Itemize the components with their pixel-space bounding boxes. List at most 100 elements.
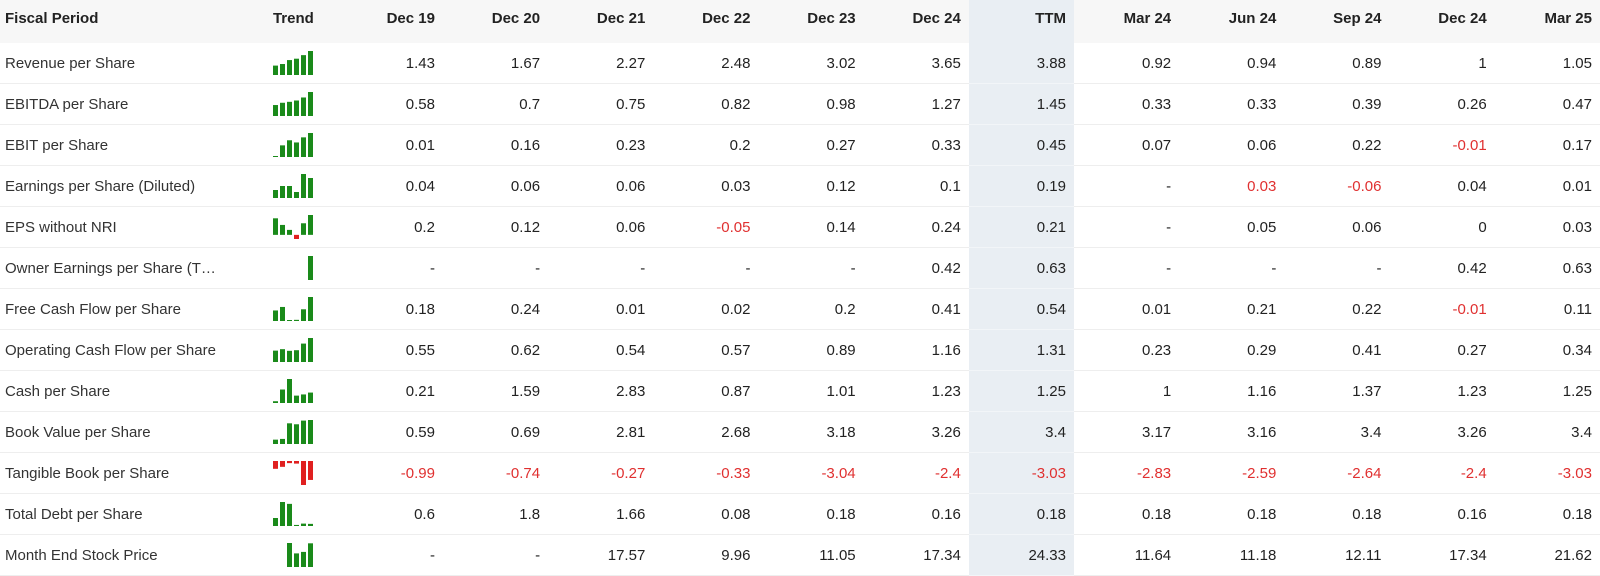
value-cell: - [1284,247,1390,289]
sparkline-bar [293,142,299,157]
value-cell: 3.26 [863,411,969,453]
trend-sparkline-cell[interactable] [264,370,338,412]
header-dec-22[interactable]: Dec 22 [653,0,759,43]
trend-sparkline-cell[interactable] [264,165,338,207]
value-cell: 0.2 [653,124,759,166]
value-cell: 17.57 [548,534,654,576]
value-cell: 0.59 [337,411,443,453]
value-cell: 0.42 [863,247,969,289]
row-label[interactable]: Tangible Book per Share [0,452,265,494]
header-ttm[interactable]: TTM [968,0,1074,43]
row-label[interactable]: Owner Earnings per Share (T… [0,247,265,289]
sparkline-bar [279,438,285,444]
sparkline-bar [279,389,285,403]
header-fiscal-period[interactable]: Fiscal Period [0,0,265,43]
row-label[interactable]: Earnings per Share (Diluted) [0,165,265,207]
header-dec-20[interactable]: Dec 20 [442,0,549,43]
row-label[interactable]: EBITDA per Share [0,83,265,125]
header-mar-24[interactable]: Mar 24 [1073,0,1180,43]
header-mar-25[interactable]: Mar 25 [1494,0,1600,43]
sparkline-bar [307,523,313,526]
row-label[interactable]: Revenue per Share [0,43,265,84]
value-cell: 0.03 [653,165,759,207]
sparkline-bar [272,310,278,321]
value-cell: 0.14 [758,206,864,248]
row-label[interactable]: Operating Cash Flow per Share [0,329,265,371]
trend-sparkline [272,461,313,485]
sparkline-bar [286,140,292,157]
trend-sparkline-cell[interactable] [264,124,338,166]
value-cell: - [337,247,443,289]
header-dec-24-annual[interactable]: Dec 24 [863,0,969,43]
ttm-value-cell: 0.45 [968,124,1074,166]
ttm-value-cell: 1.31 [968,329,1074,371]
sparkline-bar [300,55,306,75]
sparkline-bar [307,392,313,403]
value-cell: -0.99 [337,452,443,494]
value-cell: 0.16 [863,493,969,535]
value-cell: 0.03 [1494,206,1600,248]
trend-sparkline-cell[interactable] [264,288,338,330]
value-cell: -2.4 [1389,452,1495,494]
value-cell: 0.05 [1179,206,1285,248]
value-cell: 0.55 [337,329,443,371]
sparkline-bar [293,100,299,116]
row-label[interactable]: EPS without NRI [0,206,265,248]
value-cell: -2.59 [1179,452,1285,494]
value-cell: 1.66 [548,493,654,535]
value-cell: 0.92 [1073,43,1180,84]
trend-sparkline-cell[interactable] [264,43,338,84]
trend-sparkline-cell[interactable] [264,247,338,289]
value-cell: 0.01 [548,288,654,330]
sparkline-bar [272,461,278,469]
header-dec-24-quarter[interactable]: Dec 24 [1389,0,1495,43]
value-cell: 1.67 [442,43,549,84]
row-label[interactable]: Month End Stock Price [0,534,265,576]
trend-sparkline-cell[interactable] [264,534,338,576]
value-cell: - [1073,165,1180,207]
trend-sparkline-cell[interactable] [264,329,338,371]
sparkline-bar [286,379,292,403]
sparkline-bar [307,338,313,362]
table-row: EPS without NRI 0.2 0.12 0.06 -0.05 0.14 0.24 0… [0,206,1600,248]
row-label[interactable]: Total Debt per Share [0,493,265,535]
sparkline-bar [293,424,299,444]
value-cell: 3.02 [758,43,864,84]
trend-sparkline-cell[interactable] [264,493,338,535]
value-cell: 1.27 [863,83,969,125]
trend-sparkline-cell[interactable] [264,452,338,494]
row-label[interactable]: Free Cash Flow per Share [0,288,265,330]
value-cell: 3.16 [1179,411,1285,453]
trend-sparkline-cell[interactable] [264,411,338,453]
ttm-value-cell: 1.25 [968,370,1074,412]
value-cell: - [653,247,759,289]
value-cell: 0.26 [1389,83,1495,125]
row-label[interactable]: Book Value per Share [0,411,265,453]
trend-sparkline-cell[interactable] [264,206,338,248]
value-cell: 1.25 [1494,370,1600,412]
row-label[interactable]: EBIT per Share [0,124,265,166]
value-cell: - [442,247,549,289]
header-dec-23[interactable]: Dec 23 [758,0,864,43]
header-dec-21[interactable]: Dec 21 [548,0,654,43]
value-cell: 1 [1073,370,1180,412]
value-cell: -2.4 [863,452,969,494]
header-jun-24[interactable]: Jun 24 [1179,0,1285,43]
header-sep-24[interactable]: Sep 24 [1284,0,1390,43]
value-cell: 0.02 [653,288,759,330]
value-cell: 0.98 [758,83,864,125]
value-cell: 0.24 [863,206,969,248]
trend-sparkline [272,297,313,321]
value-cell: -0.33 [653,452,759,494]
trend-sparkline-cell[interactable] [264,83,338,125]
value-cell: 0.39 [1284,83,1390,125]
sparkline-bar [307,461,313,480]
value-cell: - [548,247,654,289]
row-label[interactable]: Cash per Share [0,370,265,412]
value-cell: 0.04 [1389,165,1495,207]
trend-sparkline [272,338,313,362]
header-dec-19[interactable]: Dec 19 [337,0,443,43]
sparkline-bar [293,234,299,239]
sparkline-bar [272,401,278,403]
sparkline-bar [293,524,299,526]
